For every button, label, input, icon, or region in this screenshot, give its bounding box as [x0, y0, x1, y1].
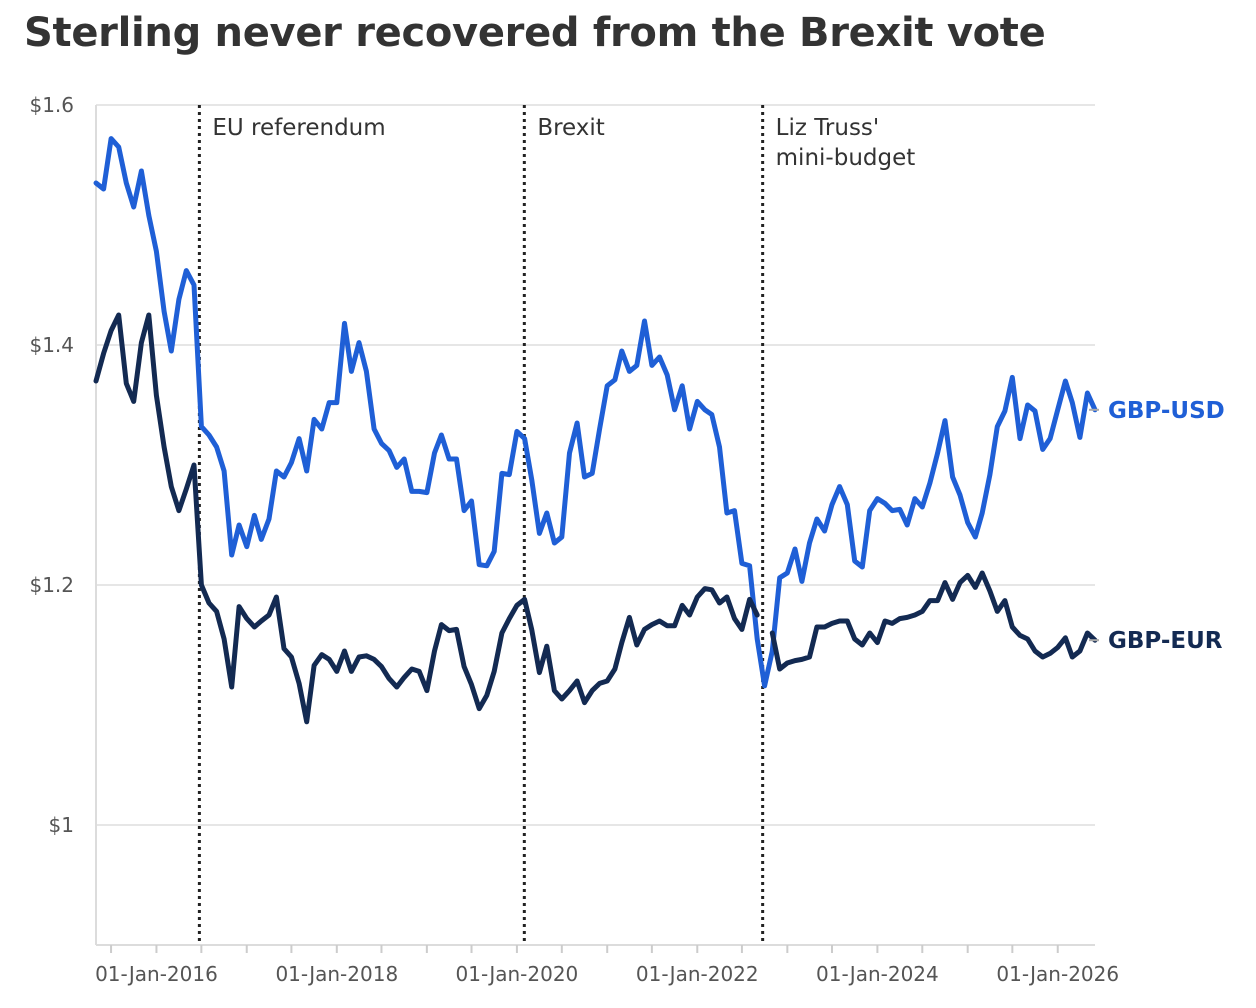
y-tick-label: $1.2	[29, 573, 74, 597]
event-annotation-label: mini-budget	[776, 145, 916, 171]
x-tick-label: 01-Jan-2022	[636, 962, 759, 986]
series-line-gbp-eur-segment	[769, 570, 1098, 672]
event-annotation-label: Brexit	[537, 115, 605, 141]
y-tick-label: $1	[49, 813, 74, 837]
y-tick-label: $1.4	[29, 333, 74, 357]
event-annotation-label: EU referendum	[212, 115, 385, 141]
series-end-label: GBP-USD	[1108, 398, 1225, 424]
x-tick-label: 01-Jan-2018	[275, 962, 398, 986]
y-tick-label: $1.6	[29, 93, 74, 117]
series-line-gbp-usd	[93, 136, 1098, 689]
chart-title: Sterling never recovered from the Brexit…	[24, 10, 1046, 56]
series-end-label: GBP-EUR	[1108, 628, 1223, 654]
series-line-gbp-eur	[93, 312, 760, 725]
x-tick-label: 01-Jan-2016	[95, 962, 218, 986]
x-tick-label: 01-Jan-2024	[816, 962, 939, 986]
x-tick-label: 01-Jan-2026	[996, 962, 1119, 986]
x-tick-label: 01-Jan-2020	[456, 962, 579, 986]
event-annotation-label: Liz Truss'	[776, 115, 880, 141]
